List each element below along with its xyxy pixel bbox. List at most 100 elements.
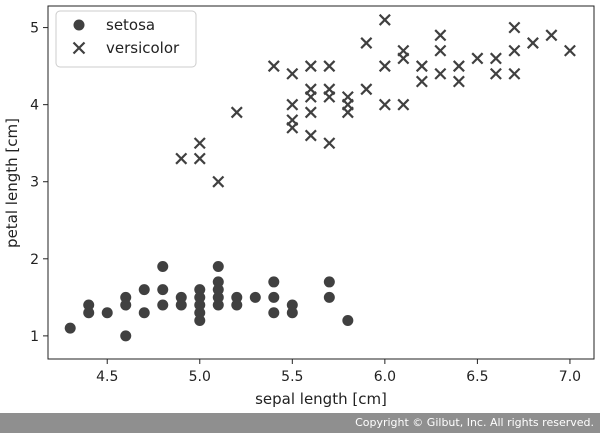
x-tick-label: 4.5 <box>96 369 118 385</box>
versicolor-point <box>434 29 447 42</box>
setosa-point <box>157 284 169 296</box>
versicolor-point <box>193 137 206 150</box>
versicolor-point <box>341 106 354 119</box>
setosa-point <box>212 284 224 296</box>
versicolor-point <box>323 137 336 150</box>
setosa-point <box>323 291 335 303</box>
versicolor-point <box>489 52 502 65</box>
setosa-point <box>120 330 132 342</box>
versicolor-point <box>378 60 391 73</box>
y-tick-label: 1 <box>30 329 39 345</box>
setosa-point <box>83 299 95 311</box>
versicolor-point <box>286 121 299 134</box>
y-tick-label: 3 <box>30 175 39 191</box>
versicolor-point <box>193 152 206 165</box>
setosa-point <box>342 314 354 326</box>
versicolor-point <box>508 21 521 34</box>
setosa-point <box>194 314 206 326</box>
x-tick-label: 6.0 <box>374 369 396 385</box>
setosa-point <box>138 307 150 319</box>
setosa-point <box>286 307 298 319</box>
x-tick-label: 6.5 <box>466 369 488 385</box>
setosa-point <box>120 291 132 303</box>
setosa-point <box>268 291 280 303</box>
versicolor-point <box>415 60 428 73</box>
versicolor-point <box>378 13 391 26</box>
setosa-point <box>175 291 187 303</box>
legend: setosa versicolor <box>55 10 197 68</box>
x-axis-label: sepal length [cm] <box>255 390 387 408</box>
setosa-point <box>212 291 224 303</box>
setosa-point <box>101 307 113 319</box>
versicolor-point <box>323 90 336 103</box>
legend-box <box>55 10 197 68</box>
setosa-point <box>212 276 224 288</box>
setosa-point <box>194 307 206 319</box>
versicolor-point <box>434 67 447 80</box>
versicolor-point <box>471 52 484 65</box>
y-axis-label: petal length [cm] <box>3 118 21 248</box>
copyright-footer: Copyright © Gilbut, Inc. All rights rese… <box>0 413 600 433</box>
versicolor-point <box>267 60 280 73</box>
versicolor-point <box>397 98 410 111</box>
setosa-point <box>212 299 224 311</box>
legend-versicolor-marker <box>72 41 86 55</box>
setosa-point <box>194 291 206 303</box>
versicolor-point <box>175 152 188 165</box>
versicolor-point <box>378 98 391 111</box>
versicolor-point <box>304 90 317 103</box>
setosa-point <box>231 291 243 303</box>
setosa-point <box>286 299 298 311</box>
y-tick-label: 2 <box>30 252 39 268</box>
versicolor-point <box>415 75 428 88</box>
x-tick-label: 5.0 <box>189 369 211 385</box>
versicolor-point <box>230 106 243 119</box>
scatter-chart: 4.5 5.0 5.5 6.0 6.5 7.0 1 2 3 4 5 sepal length [c… <box>3 5 595 408</box>
setosa-point <box>268 307 280 319</box>
setosa-point <box>83 307 95 319</box>
versicolor-point <box>545 29 558 42</box>
data-marks <box>64 13 576 342</box>
legend-versicolor-label: versicolor <box>106 39 180 57</box>
legend-setosa-marker <box>73 19 85 31</box>
versicolor-point <box>212 175 225 188</box>
setosa-point <box>64 322 76 334</box>
versicolor-point <box>397 52 410 65</box>
setosa-point <box>157 261 169 273</box>
setosa-point <box>194 284 206 296</box>
versicolor-point <box>304 60 317 73</box>
x-tick-label: 7.0 <box>559 369 581 385</box>
setosa-point <box>268 276 280 288</box>
versicolor-point <box>563 44 576 57</box>
versicolor-point <box>360 37 373 49</box>
versicolor-point <box>452 60 465 73</box>
x-tick-label: 5.5 <box>281 369 303 385</box>
versicolor-point <box>489 67 502 80</box>
versicolor-point <box>286 98 299 111</box>
versicolor-point <box>304 106 317 119</box>
setosa-point <box>120 299 132 311</box>
versicolor-point <box>360 83 373 96</box>
y-axis-ticks: 1 2 3 4 5 <box>30 21 48 345</box>
setosa-point <box>138 284 150 296</box>
setosa-point <box>194 299 206 311</box>
copyright-text: Copyright © Gilbut, Inc. All rights rese… <box>355 416 594 429</box>
versicolor-point <box>323 60 336 73</box>
setosa-point <box>212 261 224 273</box>
versicolor-point <box>452 75 465 88</box>
versicolor-point <box>526 37 539 49</box>
legend-setosa-label: setosa <box>106 16 155 34</box>
setosa-point <box>175 299 187 311</box>
versicolor-point <box>508 67 521 80</box>
y-tick-label: 5 <box>30 21 39 37</box>
setosa-point <box>231 299 243 311</box>
versicolor-point <box>508 44 521 57</box>
y-tick-label: 4 <box>30 98 39 114</box>
setosa-point <box>157 299 169 311</box>
versicolor-point <box>434 44 447 57</box>
setosa-point <box>249 291 261 303</box>
versicolor-point <box>286 67 299 80</box>
versicolor-point <box>304 129 317 142</box>
x-axis-ticks: 4.5 5.0 5.5 6.0 6.5 7.0 <box>96 359 581 385</box>
setosa-point <box>323 276 335 288</box>
